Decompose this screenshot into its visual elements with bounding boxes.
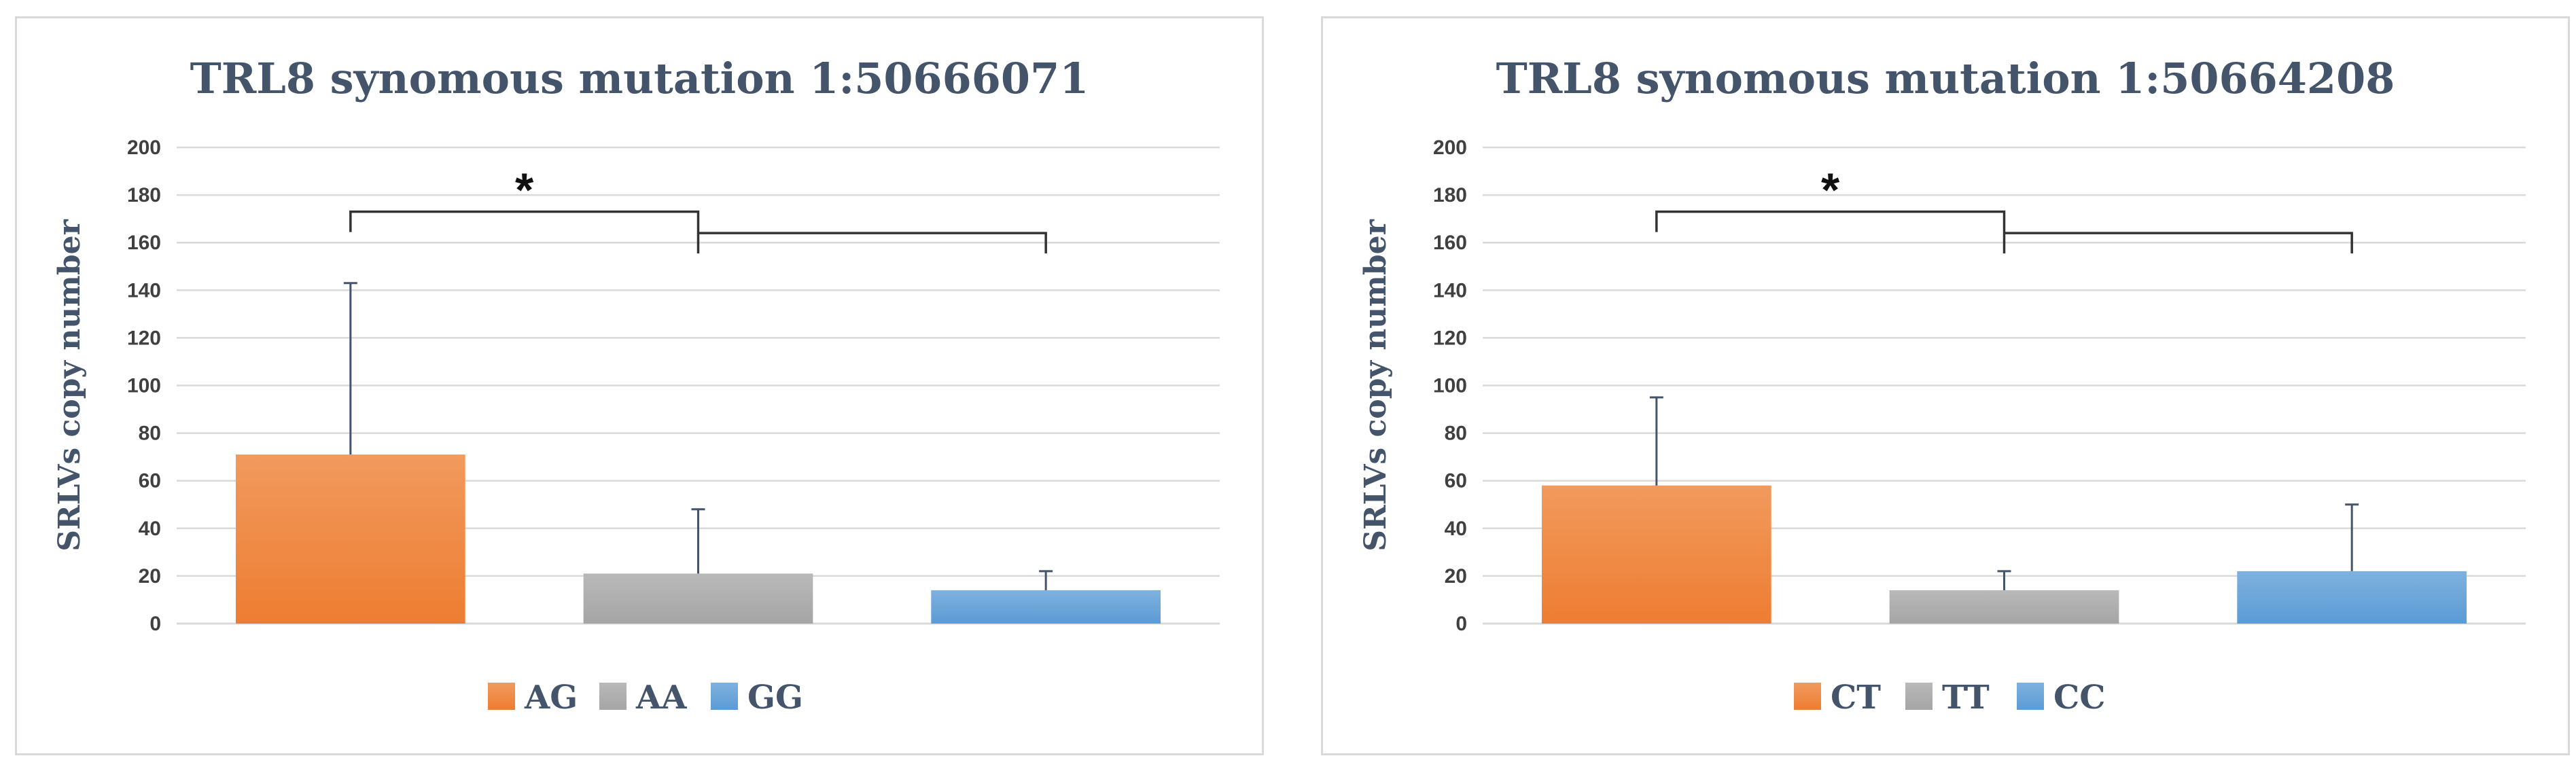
y-tick-label: 120 <box>127 327 161 349</box>
legend-label: CC <box>2053 679 2105 717</box>
legend-swatch-tt <box>1905 683 1933 710</box>
bar-ct <box>1541 485 1771 624</box>
y-tick-label: 0 <box>149 613 161 635</box>
y-tick-label: 40 <box>1445 518 1467 540</box>
y-tick-label: 140 <box>1433 279 1467 302</box>
legend: AG AA GG <box>488 679 803 717</box>
y-tick-label: 60 <box>1445 470 1467 492</box>
y-tick-label: 180 <box>1433 184 1467 206</box>
significance-bracket <box>2002 232 2353 254</box>
significance-marker: * <box>515 164 534 217</box>
y-axis-label: SRLVs copy number <box>1358 219 1393 551</box>
legend-label: TT <box>1942 679 1990 717</box>
bar-chart-svg: TRL8 synomous mutation 1:50666071 SRLVs c… <box>52 54 1220 717</box>
y-tick-label: 80 <box>139 423 161 445</box>
significance-bracket <box>349 210 700 232</box>
significance-bracket <box>696 232 1047 254</box>
bar-tt <box>1889 590 2119 624</box>
y-tick-label: 20 <box>139 565 161 588</box>
chart-panel-right: TRL8 synomous mutation 1:50664208 SRLVs c… <box>1321 16 2570 755</box>
chart-title: TRL8 synomous mutation 1:50666071 <box>190 54 1089 103</box>
legend-swatch-cc <box>2017 683 2044 710</box>
y-tick-label: 0 <box>1455 613 1467 635</box>
bar-aa <box>583 573 813 624</box>
y-tick-label: 160 <box>127 232 161 254</box>
y-tick-label: 120 <box>1433 327 1467 349</box>
legend-swatch-ag <box>488 683 515 710</box>
bar-chart-svg: TRL8 synomous mutation 1:50664208 SRLVs c… <box>1358 54 2526 717</box>
legend-swatch-aa <box>599 683 627 710</box>
legend-label: CT <box>1831 679 1881 717</box>
y-axis-label: SRLVs copy number <box>52 219 87 551</box>
legend: CT TT CC <box>1794 679 2105 717</box>
y-tick-label: 40 <box>139 518 161 540</box>
legend-label: AG <box>524 679 578 717</box>
y-tick-label: 100 <box>1433 375 1467 397</box>
y-tick-label: 140 <box>127 279 161 302</box>
legend-label: AA <box>635 679 687 717</box>
bar-cc <box>2237 571 2467 624</box>
bar-ag <box>235 454 465 624</box>
y-tick-label: 200 <box>1433 137 1467 159</box>
chart-title: TRL8 synomous mutation 1:50664208 <box>1496 54 2395 103</box>
significance-bracket <box>1655 210 2006 232</box>
legend-swatch-gg <box>711 683 738 710</box>
y-tick-label: 80 <box>1445 423 1467 445</box>
legend-label: GG <box>747 679 803 717</box>
y-tick-label: 200 <box>127 137 161 159</box>
y-tick-label: 180 <box>127 184 161 206</box>
y-tick-label: 60 <box>139 470 161 492</box>
legend-swatch-ct <box>1794 683 1821 710</box>
y-tick-label: 160 <box>1433 232 1467 254</box>
significance-marker: * <box>1821 164 1840 217</box>
y-tick-label: 20 <box>1445 565 1467 588</box>
bar-gg <box>931 590 1161 624</box>
y-tick-label: 100 <box>127 375 161 397</box>
chart-panel-left: TRL8 synomous mutation 1:50666071 SRLVs c… <box>15 16 1264 755</box>
